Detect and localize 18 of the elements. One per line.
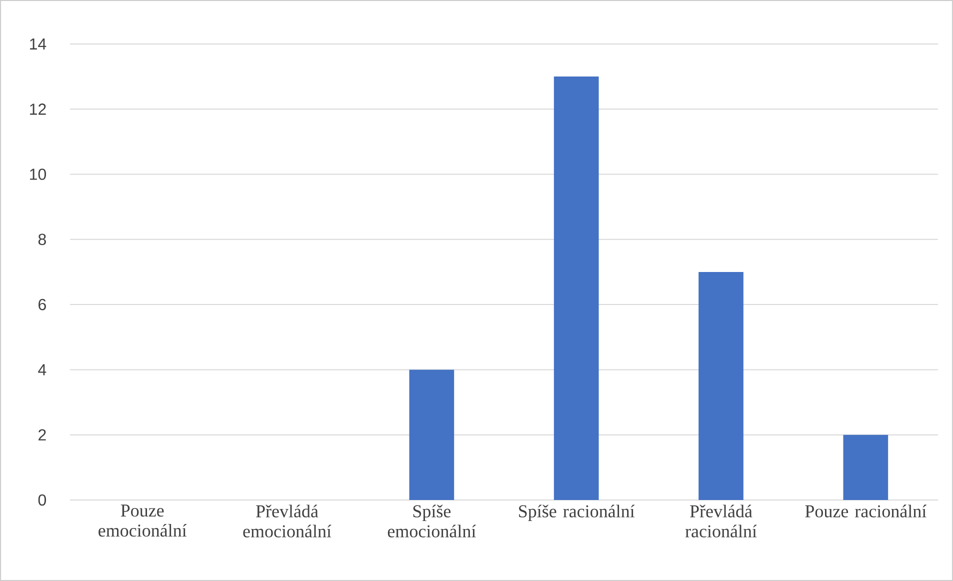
y-tick-label: 12	[30, 104, 46, 115]
bar	[698, 272, 744, 500]
bar	[843, 434, 888, 500]
y-tick-label: 6	[38, 298, 46, 310]
x-tick-label: Převládá racionální	[685, 504, 757, 538]
x-tick-label: Spíše emocionální	[388, 504, 476, 538]
x-tick-label: Převládá emocionální	[243, 504, 332, 538]
y-tick-label: 4	[38, 364, 46, 376]
y-tick-label: 10	[30, 168, 46, 180]
y-tick-label: 8	[38, 234, 46, 246]
x-tick-label: Pouze emocionální	[98, 504, 187, 537]
bar	[409, 370, 454, 500]
y-tick-label: 14	[30, 38, 46, 50]
bar	[554, 76, 599, 500]
y-tick-label: 0	[38, 494, 46, 506]
y-tick-label: 2	[38, 429, 46, 440]
x-tick-label: Pouze racionální	[805, 504, 926, 518]
x-tick-label: Spíše racionální	[519, 504, 635, 522]
